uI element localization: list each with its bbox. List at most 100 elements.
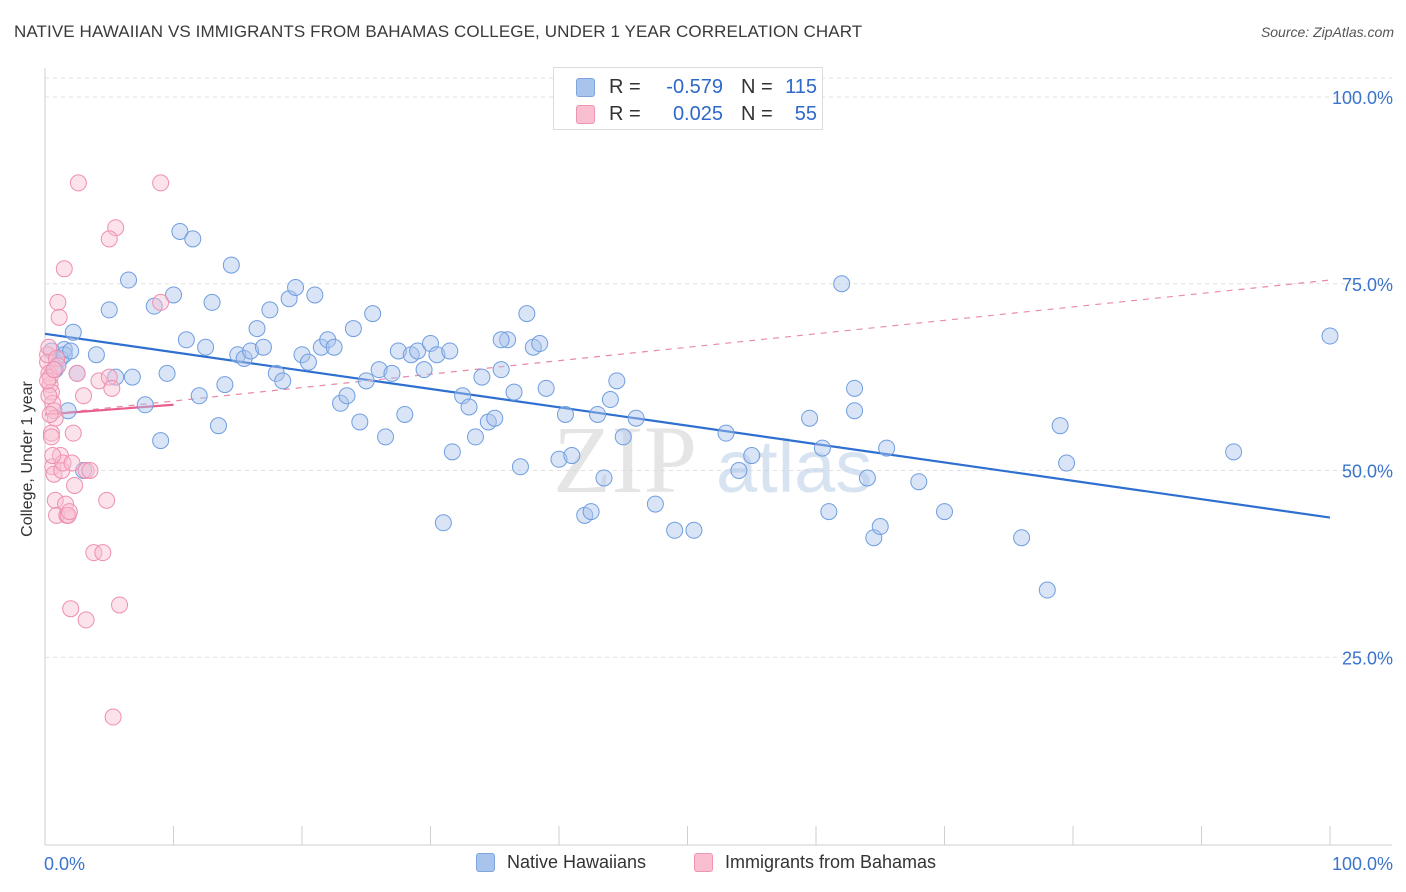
legend-label-native-hawaiians: Native Hawaiians	[507, 852, 647, 872]
r-value: 0.025	[672, 102, 723, 125]
data-point	[338, 387, 356, 405]
data-point	[858, 469, 876, 487]
data-point	[64, 323, 82, 341]
data-point	[492, 331, 510, 349]
data-point	[77, 462, 95, 479]
x-tick-label-min: 0.0%	[44, 854, 85, 874]
data-point	[63, 454, 81, 472]
data-point	[377, 428, 395, 446]
data-point	[608, 372, 626, 390]
data-point	[152, 293, 170, 311]
data-point	[60, 503, 78, 521]
trend-line-bahamas-solid	[44, 403, 174, 416]
data-point	[299, 353, 317, 371]
r-label: R =	[609, 102, 641, 125]
data-point	[254, 338, 272, 356]
data-point	[48, 506, 66, 524]
data-point	[646, 495, 664, 513]
r-label: R =	[609, 75, 641, 98]
stats-row-bahamas: R = 0.025 N = 55	[576, 101, 817, 127]
data-point	[357, 372, 375, 390]
data-point	[434, 514, 452, 532]
data-point	[55, 260, 73, 278]
data-point	[595, 469, 613, 487]
data-point	[120, 271, 138, 289]
data-point	[325, 338, 343, 356]
n-label: N =	[741, 75, 773, 98]
zipatlas-watermark: ZIP atlas	[553, 406, 872, 513]
data-point	[499, 331, 517, 349]
data-point	[936, 503, 953, 521]
data-point	[383, 364, 401, 382]
data-point	[104, 708, 122, 726]
data-point	[136, 396, 154, 414]
data-point	[813, 439, 831, 457]
data-point	[87, 346, 105, 364]
data-point	[46, 491, 64, 509]
data-point	[614, 428, 632, 446]
data-point	[306, 286, 324, 304]
data-point	[396, 405, 414, 423]
data-point	[1038, 581, 1056, 599]
legend-swatch-bahamas	[694, 853, 713, 872]
data-point	[486, 409, 504, 427]
data-point	[152, 174, 170, 192]
legend-swatch-native-hawaiians	[476, 853, 495, 872]
data-point	[364, 305, 382, 323]
data-point	[466, 428, 484, 446]
data-point	[871, 518, 889, 536]
data-point	[50, 308, 68, 326]
data-point	[216, 376, 234, 394]
data-point	[582, 503, 600, 521]
data-point	[556, 405, 574, 423]
data-point	[518, 305, 536, 323]
data-point	[248, 320, 266, 338]
data-point	[428, 346, 446, 364]
data-point	[833, 275, 851, 293]
data-point	[103, 379, 121, 397]
data-point	[81, 462, 99, 479]
data-points	[39, 174, 1339, 726]
data-point	[111, 596, 129, 614]
data-point	[685, 521, 703, 539]
data-point	[85, 544, 103, 562]
data-point	[197, 338, 215, 356]
data-point	[473, 368, 491, 386]
data-point	[730, 462, 748, 479]
data-point	[563, 447, 581, 465]
data-point	[801, 409, 819, 427]
series-legend: Native Hawaiians Immigrants from Bahamas	[0, 852, 1406, 876]
data-point	[878, 439, 896, 457]
data-point	[44, 447, 62, 465]
data-point	[492, 361, 510, 379]
data-point	[910, 473, 928, 491]
data-point	[389, 342, 407, 360]
n-value: 55	[794, 102, 817, 125]
data-point	[59, 402, 77, 420]
data-point	[152, 432, 170, 450]
data-point	[505, 383, 523, 401]
data-point	[441, 342, 459, 360]
data-point	[42, 424, 60, 442]
stats-legend: R = -0.579 N = 115 R = 0.025 N = 55	[553, 67, 823, 130]
data-point	[351, 413, 369, 431]
data-point	[531, 335, 549, 353]
r-value: -0.579	[666, 75, 723, 98]
data-point	[98, 491, 116, 509]
watermark-atlas: atlas	[716, 425, 872, 508]
data-point	[846, 379, 864, 397]
data-point	[1225, 443, 1243, 461]
trend-lines	[44, 279, 1331, 519]
data-point	[242, 342, 260, 360]
data-point	[100, 368, 118, 386]
data-point	[1051, 417, 1069, 435]
data-point	[222, 256, 240, 274]
data-point	[68, 364, 86, 382]
data-point	[100, 301, 118, 319]
data-point	[203, 293, 221, 311]
data-point	[42, 428, 60, 446]
trend-line-native-hawaiians	[44, 332, 1331, 519]
swatch-bahamas	[576, 104, 595, 124]
data-point	[77, 611, 95, 629]
